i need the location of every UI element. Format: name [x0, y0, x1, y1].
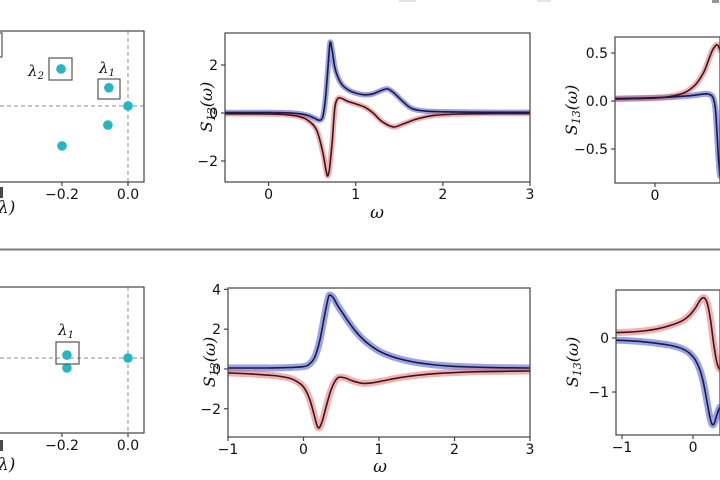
series-blue-line — [615, 92, 720, 177]
x-axis-label-fragment: λ) — [0, 455, 15, 475]
eigenvalue-point — [103, 120, 113, 130]
series-red-band — [616, 294, 720, 373]
eigenvalue-box — [97, 78, 121, 100]
y-tick-label: −2 — [197, 154, 218, 170]
subplot-s12-bottom: −1 0 1 2 3 −2 0 2 4 ω S12(ω) — [200, 282, 534, 477]
series-blue-band — [616, 336, 720, 429]
x-axis-label: ω — [373, 457, 387, 477]
cut-text-fragment — [712, 0, 719, 3]
plot-area — [225, 39, 530, 179]
x-tick-label: 2 — [450, 442, 459, 458]
eigenvalue-point — [123, 101, 133, 111]
subplot-eigenvalues-bottom: λ1 λ) −0.2 0.0 — [0, 286, 145, 475]
cut-text-fragment — [0, 187, 3, 198]
eigenvalue-box — [0, 32, 3, 58]
series-blue-line — [228, 294, 530, 369]
y-tick-label: −1 — [588, 385, 609, 401]
x-tick-label: −0.2 — [45, 187, 79, 203]
y-tick-label: 0 — [209, 106, 218, 122]
y-tick-label: 0.0 — [586, 94, 608, 110]
y-axis-label: S12(ω) — [200, 337, 221, 388]
eigenvalue-point — [62, 350, 72, 360]
series-blue-band — [615, 90, 720, 179]
x-tick-label: 2 — [438, 187, 447, 203]
x-tick-label: −1 — [218, 442, 239, 458]
cut-text-fragment — [537, 0, 551, 2]
cut-text-fragment — [399, 0, 416, 2]
eigenvalue-label: λ1 — [57, 321, 74, 341]
y-tick-label: 0.5 — [586, 46, 608, 62]
eigenvalue-point — [56, 64, 66, 74]
plot-area — [0, 31, 144, 182]
x-tick-label: 0 — [299, 442, 308, 458]
x-tick-label: 1 — [351, 187, 360, 203]
x-tick-label: 0 — [689, 440, 698, 456]
axes-frame — [615, 289, 720, 436]
series-red-band — [228, 367, 530, 432]
series-red-line — [225, 97, 530, 177]
y-axis-label: S13(ω) — [563, 337, 584, 388]
plot-area — [616, 294, 720, 429]
x-tick-label: 0.0 — [117, 187, 139, 203]
x-axis-label: ω — [370, 203, 384, 223]
x-tick-label: −0.2 — [45, 438, 79, 454]
plot-area — [615, 41, 720, 179]
x-axis-label-fragment: λ) — [0, 198, 15, 218]
y-tick-label: −0.5 — [574, 142, 608, 158]
subplot-s12-top: 0 1 2 3 −2 0 2 ω S12(ω) — [197, 32, 535, 223]
series-blue-band — [225, 39, 530, 123]
axes-frame — [227, 287, 531, 438]
subplot-s13-bottom: −1 0 −1 0 S13(ω) — [563, 289, 720, 456]
y-tick-label: 0 — [212, 362, 221, 378]
x-tick-label: 0.0 — [117, 438, 139, 454]
subplot-eigenvalues-top: λ1 λ2 λ) −0.2 0.0 — [0, 30, 145, 218]
series-blue-line — [616, 339, 720, 426]
y-tick-label: 2 — [212, 322, 221, 338]
subplot-s13-top: 0 −0.5 0.0 0.5 S13(ω) — [562, 36, 720, 204]
eigenvalue-point — [104, 82, 114, 93]
x-tick-label: 0 — [651, 188, 660, 204]
x-tick-label: 1 — [375, 442, 384, 458]
y-axis-label: S13(ω) — [562, 85, 583, 136]
x-tick-label: −1 — [612, 440, 633, 456]
plot-area — [0, 287, 144, 433]
series-blue-band — [228, 291, 530, 372]
y-tick-label: 0 — [600, 331, 609, 347]
y-tick-label: 2 — [209, 58, 218, 74]
eigenvalue-label: λ1 — [98, 59, 115, 79]
eigenvalue-box — [48, 57, 73, 81]
series-red-line — [228, 370, 530, 429]
plot-area — [228, 291, 530, 432]
y-tick-label: −2 — [200, 402, 221, 418]
axes-frame — [614, 36, 720, 184]
y-tick-label: 4 — [212, 282, 221, 298]
eigenvalue-label: λ2 — [27, 62, 44, 82]
cut-text-fragment — [0, 440, 3, 451]
axes-frame — [0, 30, 145, 183]
axes-frame — [224, 32, 531, 183]
axes-frame — [0, 286, 145, 434]
eigenvalue-box — [55, 341, 80, 365]
series-red-line — [616, 296, 720, 371]
eigenvalue-point — [57, 141, 67, 151]
y-axis-label: S12(ω) — [197, 82, 218, 133]
x-tick-label: 0 — [264, 187, 273, 203]
eigenvalue-point — [123, 353, 133, 363]
x-tick-label: 3 — [526, 187, 535, 203]
eigenvalue-point — [62, 363, 72, 373]
series-blue-line — [225, 41, 530, 122]
x-tick-label: 3 — [526, 442, 535, 458]
